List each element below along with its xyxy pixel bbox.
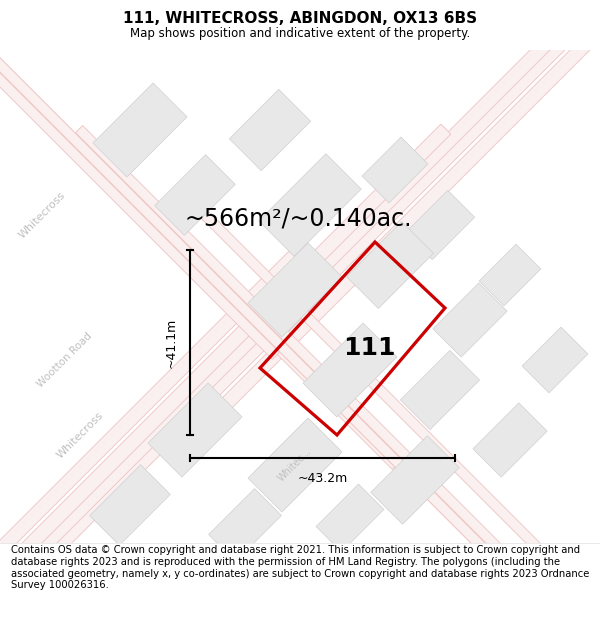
Polygon shape <box>400 351 479 429</box>
Polygon shape <box>371 436 459 524</box>
Polygon shape <box>155 155 235 235</box>
Polygon shape <box>316 484 384 552</box>
Polygon shape <box>0 124 451 625</box>
Polygon shape <box>479 244 541 306</box>
Polygon shape <box>433 283 507 357</box>
Text: ~43.2m: ~43.2m <box>298 472 347 485</box>
Polygon shape <box>0 21 600 625</box>
Polygon shape <box>259 154 361 256</box>
Text: Whitec...: Whitec... <box>277 446 314 484</box>
Polygon shape <box>406 191 475 259</box>
Polygon shape <box>248 243 342 337</box>
Polygon shape <box>229 89 311 171</box>
Polygon shape <box>0 4 586 625</box>
Text: Contains OS data © Crown copyright and database right 2021. This information is : Contains OS data © Crown copyright and d… <box>11 546 589 590</box>
Polygon shape <box>209 489 281 561</box>
Polygon shape <box>191 201 600 625</box>
Polygon shape <box>0 0 280 359</box>
Text: Whitecross: Whitecross <box>55 410 105 460</box>
Polygon shape <box>89 465 170 545</box>
Text: ~566m²/~0.140ac.: ~566m²/~0.140ac. <box>184 206 412 230</box>
Polygon shape <box>0 0 514 579</box>
Polygon shape <box>362 137 428 203</box>
Polygon shape <box>303 323 397 417</box>
Text: 111: 111 <box>343 336 395 360</box>
Polygon shape <box>179 0 600 451</box>
Polygon shape <box>0 239 311 625</box>
Polygon shape <box>473 403 547 477</box>
Polygon shape <box>39 0 600 566</box>
Polygon shape <box>148 383 242 477</box>
Text: Whitecross: Whitecross <box>17 190 67 240</box>
Polygon shape <box>76 126 600 625</box>
Polygon shape <box>0 0 400 469</box>
Text: 111, WHITECROSS, ABINGDON, OX13 6BS: 111, WHITECROSS, ABINGDON, OX13 6BS <box>123 11 477 26</box>
Text: Wootton Road: Wootton Road <box>35 331 94 389</box>
Polygon shape <box>347 221 433 309</box>
Polygon shape <box>248 418 342 512</box>
Polygon shape <box>522 327 588 393</box>
Text: ~41.1m: ~41.1m <box>165 318 178 368</box>
Polygon shape <box>93 83 187 177</box>
Text: Map shows position and indicative extent of the property.: Map shows position and indicative extent… <box>130 27 470 40</box>
